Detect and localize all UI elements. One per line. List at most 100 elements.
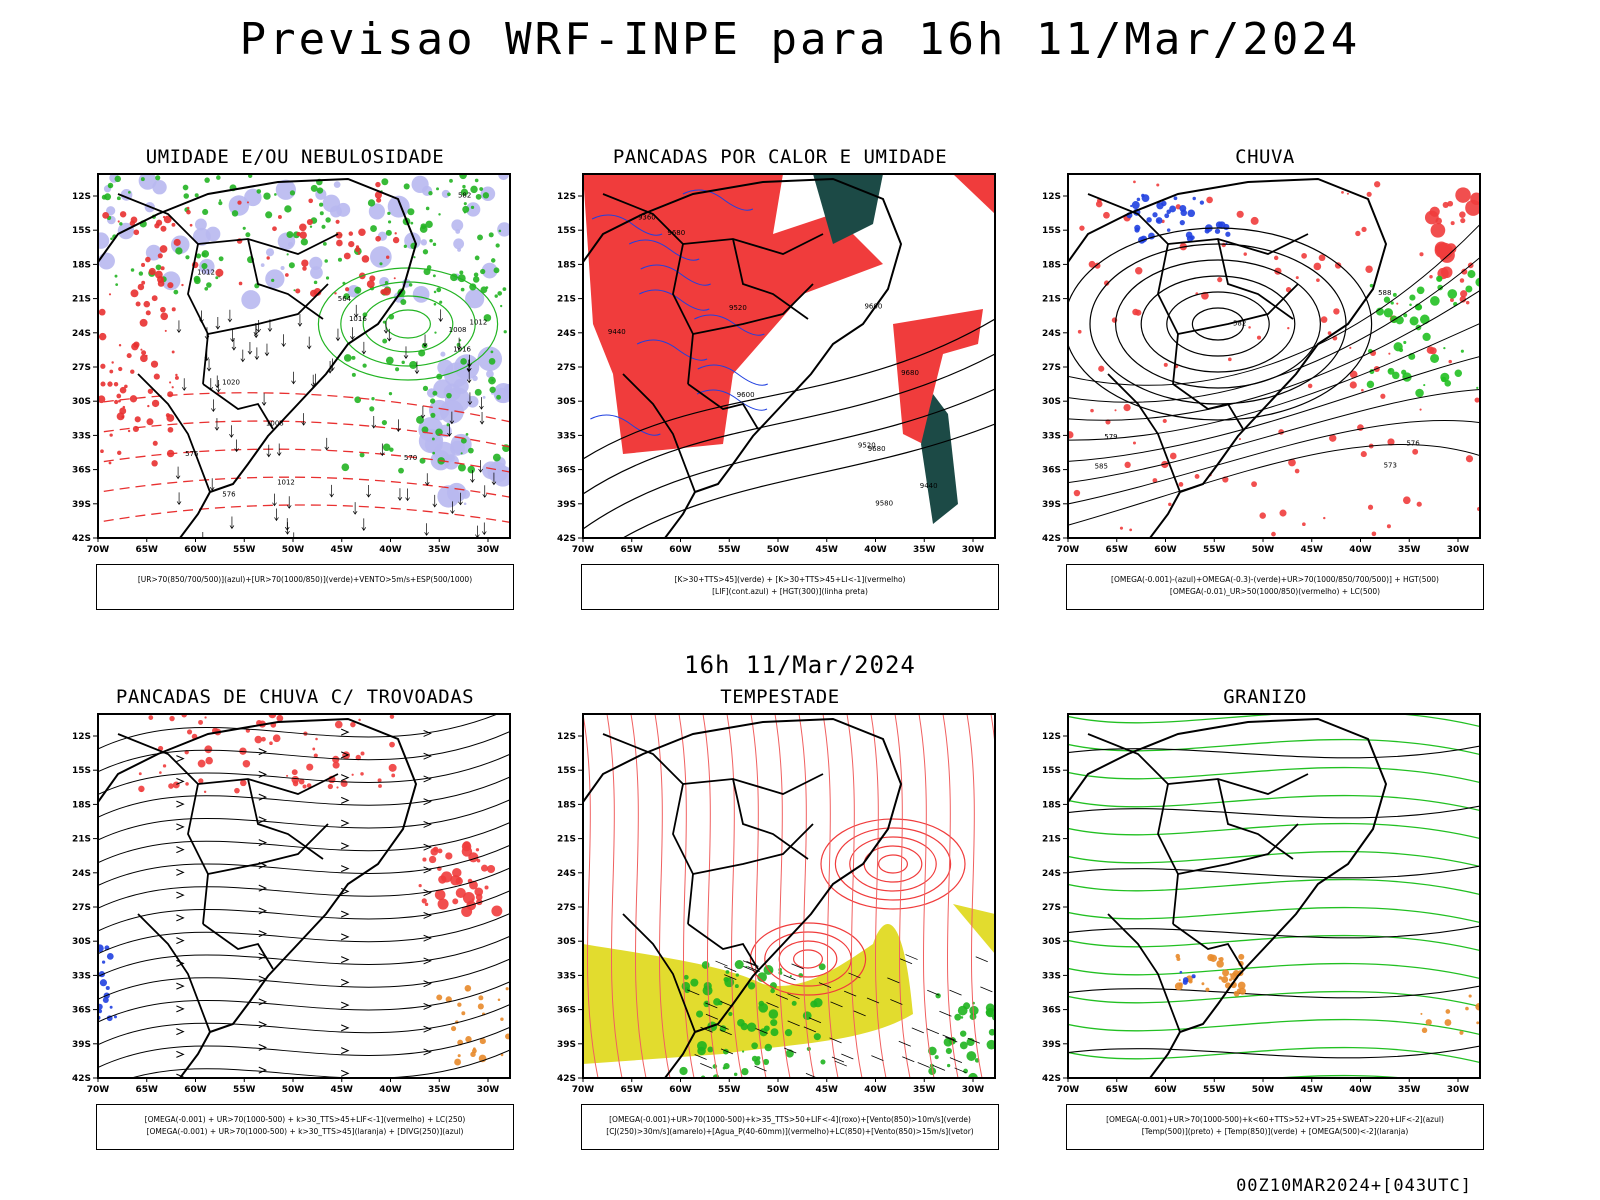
lon-label: 55W bbox=[718, 1085, 741, 1095]
lon-label: 45W bbox=[331, 545, 354, 555]
lon-label: 65W bbox=[621, 1085, 644, 1095]
lat-label: 30S bbox=[557, 937, 576, 947]
contour-label: 9680 bbox=[667, 229, 685, 237]
contour-label: 9440 bbox=[608, 328, 626, 336]
lat-label: 21S bbox=[72, 835, 91, 845]
legend-box: [OMEGA(-0.001) + UR>70(1000-500) + k>30_… bbox=[96, 1104, 514, 1150]
lat-label: 42S bbox=[72, 534, 91, 544]
legend-line: [UR>70(850/700/500)](azul)+[UR>70(1000/8… bbox=[137, 575, 473, 584]
lat-label: 21S bbox=[1042, 835, 1061, 845]
lat-label: 15S bbox=[557, 226, 576, 236]
lat-label: 39S bbox=[72, 1040, 91, 1050]
lat-label: 42S bbox=[1042, 534, 1061, 544]
lon-label: 70W bbox=[87, 1085, 110, 1095]
lat-label: 27S bbox=[1042, 363, 1061, 373]
lat-label: 36S bbox=[72, 1006, 91, 1016]
lat-label: 12S bbox=[72, 732, 91, 742]
lon-label: 35W bbox=[1398, 1085, 1421, 1095]
lat-label: 42S bbox=[557, 1074, 576, 1084]
lat-label: 15S bbox=[1042, 226, 1061, 236]
lon-label: 60W bbox=[184, 1085, 207, 1095]
lat-label: 18S bbox=[72, 800, 91, 810]
lat-label: 24S bbox=[1042, 869, 1061, 879]
map-panel: PANCADAS POR CALOR E UMIDADE 9680 9680 9680… bbox=[555, 146, 1005, 636]
lon-label: 70W bbox=[572, 545, 595, 555]
lat-label: 18S bbox=[1042, 800, 1061, 810]
contour-label: 1016 bbox=[349, 315, 367, 323]
lat-label: 33S bbox=[72, 431, 91, 441]
lat-label: 27S bbox=[72, 903, 91, 913]
lon-label: 60W bbox=[1154, 545, 1177, 555]
legend-box: [OMEGA(-0.001)+UR>70(1000-500)+k>35_TTS>… bbox=[581, 1104, 999, 1150]
lat-label: 12S bbox=[557, 192, 576, 202]
lon-label: 65W bbox=[136, 1085, 159, 1095]
lat-label: 33S bbox=[1042, 431, 1061, 441]
contour-label: 1008 bbox=[449, 326, 467, 334]
lon-label: 50W bbox=[282, 545, 305, 555]
contour-label: 9360 bbox=[638, 214, 656, 222]
lon-label: 50W bbox=[767, 545, 790, 555]
legend-box: [OMEGA(-0.001)-(azul)+OMEGA(-0.3)-(verde… bbox=[1066, 564, 1484, 610]
lat-label: 18S bbox=[557, 800, 576, 810]
lat-label: 42S bbox=[72, 1074, 91, 1084]
lon-label: 55W bbox=[1203, 1085, 1226, 1095]
contour-label: 585 bbox=[1095, 462, 1108, 470]
lat-label: 21S bbox=[72, 295, 91, 305]
lon-label: 55W bbox=[233, 1085, 256, 1095]
lat-label: 18S bbox=[557, 260, 576, 270]
lat-label: 27S bbox=[72, 363, 91, 373]
lon-label: 45W bbox=[816, 1085, 839, 1095]
legend-box: [K>30+TTS>45](verde) + [K>30+TTS>45+LI<-… bbox=[581, 564, 999, 610]
panel-title: CHUVA bbox=[1235, 146, 1295, 168]
contour-label: 1012 bbox=[277, 478, 295, 486]
lat-label: 15S bbox=[72, 766, 91, 776]
lon-label: 40W bbox=[379, 1085, 402, 1095]
main-title: Previsao WRF-INPE para 16h 11/Mar/2024 bbox=[239, 14, 1361, 65]
lat-label: 15S bbox=[72, 226, 91, 236]
lon-label: 70W bbox=[572, 1085, 595, 1095]
lat-label: 30S bbox=[1042, 937, 1061, 947]
lon-label: 65W bbox=[1106, 1085, 1129, 1095]
lat-label: 30S bbox=[72, 937, 91, 947]
contour-label: 9600 bbox=[864, 302, 882, 310]
legend-line: [OMEGA(-0.001)-(azul)+OMEGA(-0.3)-(verde… bbox=[1111, 575, 1439, 584]
lat-label: 12S bbox=[1042, 192, 1061, 202]
lat-label: 21S bbox=[557, 835, 576, 845]
lon-label: 65W bbox=[136, 545, 159, 555]
lat-label: 27S bbox=[557, 903, 576, 913]
lon-label: 65W bbox=[621, 545, 644, 555]
contour-label: 564 bbox=[338, 295, 352, 303]
contour-label: 9680 bbox=[868, 445, 886, 453]
contour-label: 579 bbox=[1104, 433, 1117, 441]
lat-label: 39S bbox=[557, 500, 576, 510]
lat-label: 39S bbox=[1042, 500, 1061, 510]
contour-label: 570 bbox=[404, 454, 417, 462]
map-plot: 588 585 582 579 576 573 12S 15S 18S 21S 24S 27S 30S 3… bbox=[1042, 173, 1481, 555]
lon-label: 70W bbox=[1057, 545, 1080, 555]
lat-label: 12S bbox=[1042, 732, 1061, 742]
legend-line: [OMEGA(-0.001) + UR>70(1000-500) + k>30_… bbox=[144, 1115, 466, 1124]
lat-label: 24S bbox=[557, 869, 576, 879]
lon-label: 70W bbox=[1057, 1085, 1080, 1095]
contour-label: 573 bbox=[1384, 462, 1397, 470]
lat-label: 21S bbox=[557, 295, 576, 305]
map-plot: 9680 9680 9680 9600 9600 9580 9520 9520 9440 9440… bbox=[557, 173, 996, 555]
contour-label: 1012 bbox=[197, 268, 215, 276]
legend-line: [Temp(500)](preto) + [Temp(850)](verde) … bbox=[1141, 1127, 1409, 1136]
lon-label: 45W bbox=[816, 545, 839, 555]
lon-label: 35W bbox=[1398, 545, 1421, 555]
map-panel: CHUVA 588 585 582 579 576 573 12S 15S 18S 21S 24S 27… bbox=[1040, 146, 1490, 636]
legend-box: [OMEGA(-0.001)+UR>70(1000-500)+k<60+TTS>… bbox=[1066, 1104, 1484, 1150]
legend-line: [OMEGA(-0.001)+UR>70(1000-500)+k<60+TTS>… bbox=[1106, 1115, 1444, 1124]
lat-label: 27S bbox=[1042, 903, 1061, 913]
legend-line: [OMEGA(-0.001)+UR>70(1000-500)+k>35_TTS>… bbox=[609, 1115, 971, 1124]
lon-label: 55W bbox=[1203, 545, 1226, 555]
contour-label: 9580 bbox=[875, 499, 893, 507]
lat-label: 39S bbox=[1042, 1040, 1061, 1050]
lon-label: 60W bbox=[1154, 1085, 1177, 1095]
lat-label: 33S bbox=[72, 971, 91, 981]
lat-label: 33S bbox=[1042, 971, 1061, 981]
